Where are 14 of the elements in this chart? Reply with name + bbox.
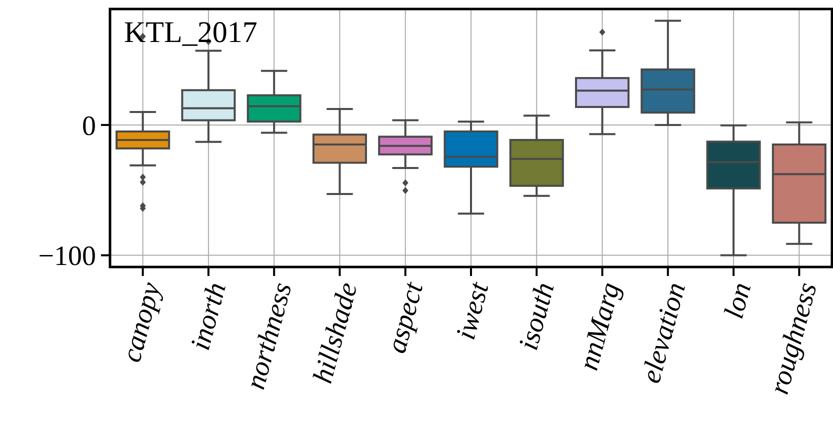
y-tick-label: −100: [38, 241, 96, 272]
x-tick-label: lon: [718, 279, 758, 322]
x-tick-label: isouth: [513, 279, 561, 354]
chart-title: KTL_2017: [124, 16, 258, 49]
x-tick-label: nnMarg: [573, 279, 626, 374]
x-tick-label: roughness: [764, 279, 824, 398]
y-tick-label: 0: [82, 110, 96, 142]
x-tick-label: inorth: [185, 279, 233, 354]
x-tick-label: aspect: [381, 278, 430, 356]
x-tick-label: hillshade: [307, 279, 364, 387]
x-tick-label: canopy: [116, 278, 168, 366]
x-tick-label: northness: [240, 279, 298, 393]
x-tick-label: elevation: [636, 279, 692, 386]
x-tick-label: iwest: [450, 278, 496, 343]
